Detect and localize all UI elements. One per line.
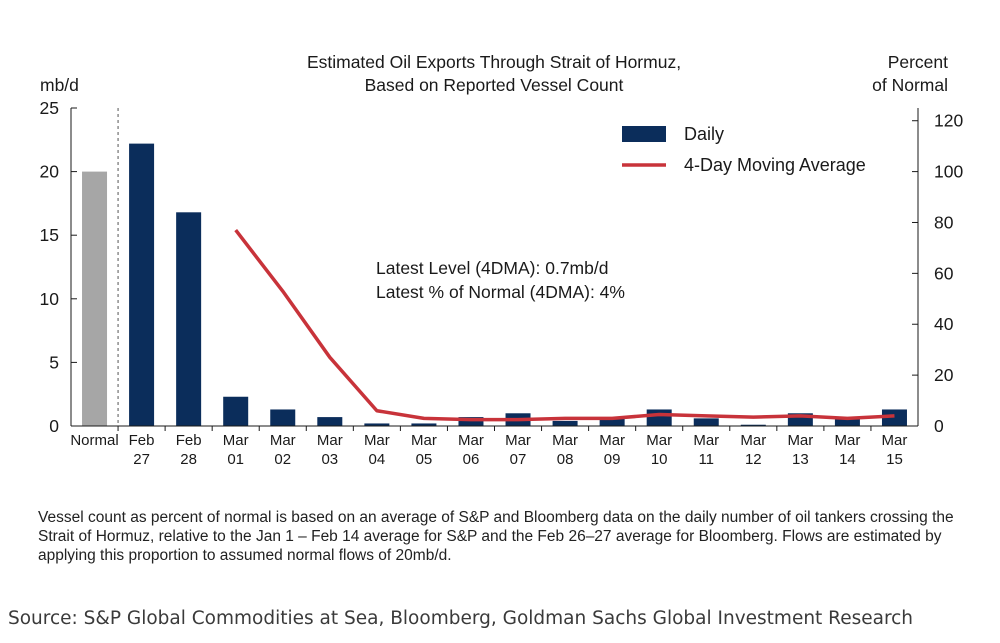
chart-title-line: Based on Reported Vessel Count bbox=[365, 75, 624, 95]
x-tick-label: 08 bbox=[557, 451, 574, 468]
bar bbox=[552, 420, 578, 426]
bar bbox=[176, 212, 202, 426]
x-tick-label: Mar bbox=[599, 432, 625, 449]
y-left-tick-label: 10 bbox=[40, 289, 60, 309]
x-tick-label: Mar bbox=[458, 432, 484, 449]
y-right-tick-label: 60 bbox=[934, 263, 954, 283]
x-tick-label: 02 bbox=[274, 451, 291, 468]
bar bbox=[599, 418, 625, 426]
x-tick-label: Feb bbox=[129, 432, 155, 449]
x-tick-label: Mar bbox=[834, 432, 860, 449]
x-tick-label: Mar bbox=[882, 432, 908, 449]
x-tick-label: 04 bbox=[369, 451, 386, 468]
x-tick-label: 10 bbox=[651, 451, 668, 468]
x-tick-label: 11 bbox=[698, 451, 714, 468]
x-tick-label: 06 bbox=[463, 451, 480, 468]
footnote: Vessel count as percent of normal is bas… bbox=[38, 509, 954, 564]
x-tick-label: 05 bbox=[416, 451, 433, 468]
legend-swatch-daily bbox=[622, 126, 666, 142]
bar bbox=[82, 171, 108, 426]
bar bbox=[834, 418, 860, 426]
x-tick-label: 01 bbox=[227, 451, 244, 468]
y-left-tick-label: 20 bbox=[40, 162, 60, 182]
x-tick-label: Mar bbox=[646, 432, 672, 449]
y-left-tick-label: 15 bbox=[40, 225, 59, 245]
bar bbox=[458, 417, 484, 426]
y-right-tick-label: 0 bbox=[934, 416, 944, 436]
y-right-tick-label: 100 bbox=[934, 162, 963, 182]
y-right-tick-label: 20 bbox=[934, 365, 954, 385]
series-line-4dma bbox=[234, 229, 895, 422]
x-tick-label: 13 bbox=[792, 451, 809, 468]
annotation-line: Latest % of Normal (4DMA): 4% bbox=[376, 282, 625, 302]
x-tick-label: 12 bbox=[745, 451, 762, 468]
x-tick-label: 27 bbox=[133, 451, 150, 468]
x-tick-label: Mar bbox=[411, 432, 437, 449]
x-tick-label: 09 bbox=[604, 451, 621, 468]
x-tick-label: Mar bbox=[787, 432, 813, 449]
bar bbox=[693, 418, 719, 426]
y-right-tick-label: 80 bbox=[934, 212, 954, 232]
legend-label-4dma: 4-Day Moving Average bbox=[684, 155, 866, 175]
x-tick-label: Mar bbox=[693, 432, 719, 449]
bar bbox=[223, 396, 249, 426]
bar bbox=[270, 409, 296, 426]
bar bbox=[317, 417, 343, 426]
y-left-tick-label: 0 bbox=[49, 416, 59, 436]
x-tick-label: Mar bbox=[364, 432, 390, 449]
x-tick-label: Feb bbox=[176, 432, 202, 449]
x-tick-label: 15 bbox=[886, 451, 903, 468]
y-left-tick-label: 25 bbox=[40, 98, 59, 118]
bar bbox=[881, 409, 907, 426]
x-tick-label: Mar bbox=[317, 432, 343, 449]
bar bbox=[411, 423, 437, 426]
y-left-axis-label: mb/d bbox=[40, 75, 79, 95]
x-tick-label: Mar bbox=[740, 432, 766, 449]
x-tick-label: Mar bbox=[552, 432, 578, 449]
bar bbox=[364, 423, 390, 426]
bar bbox=[646, 409, 672, 426]
x-tick-label: Mar bbox=[223, 432, 249, 449]
x-tick-label: Normal bbox=[70, 432, 118, 449]
annotation-line: Latest Level (4DMA): 0.7mb/d bbox=[376, 258, 608, 278]
source-line: Source: S&P Global Commodities at Sea, B… bbox=[8, 608, 914, 629]
x-tick-label: 28 bbox=[180, 451, 197, 468]
bar bbox=[129, 143, 155, 426]
x-tick-label: Mar bbox=[505, 432, 531, 449]
chart: Estimated Oil Exports Through Strait of … bbox=[40, 52, 964, 468]
x-tick-label: 07 bbox=[510, 451, 527, 468]
y-right-axis-label: Percent bbox=[888, 52, 948, 72]
x-tick-label: 03 bbox=[321, 451, 338, 468]
legend-label-daily: Daily bbox=[684, 124, 724, 144]
bar bbox=[740, 424, 766, 426]
x-tick-label: 14 bbox=[839, 451, 856, 468]
y-right-tick-label: 40 bbox=[934, 314, 954, 334]
x-tick-label: Mar bbox=[270, 432, 296, 449]
y-right-axis-label: of Normal bbox=[872, 75, 948, 95]
y-right-tick-label: 120 bbox=[934, 111, 963, 131]
chart-title-line: Estimated Oil Exports Through Strait of … bbox=[307, 52, 681, 72]
y-left-tick-label: 5 bbox=[49, 352, 59, 372]
